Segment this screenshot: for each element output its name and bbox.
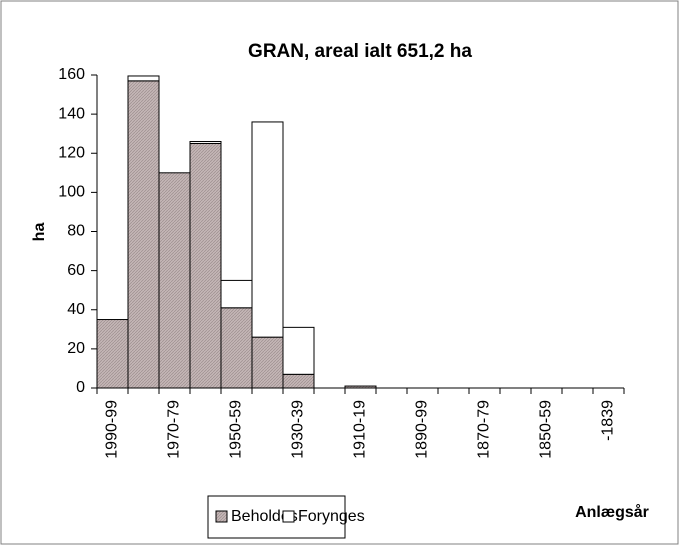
bar-segment xyxy=(96,319,129,389)
bar-segment xyxy=(282,326,315,375)
x-tick-label: 1890-99 xyxy=(414,400,431,459)
y-tick-label: 140 xyxy=(58,105,85,122)
y-tick-label: 100 xyxy=(58,184,85,201)
y-tick-label: 160 xyxy=(58,66,85,83)
legend-swatch xyxy=(282,510,295,523)
x-tick-label: -1839 xyxy=(600,400,617,441)
x-tick-label: 1950-59 xyxy=(228,400,245,459)
bar-segment xyxy=(220,307,253,389)
x-tick-label: 1870-79 xyxy=(476,400,493,459)
legend-box xyxy=(207,495,346,539)
legend-swatch xyxy=(215,510,228,523)
x-tick-label: 1970-79 xyxy=(166,400,183,459)
chart-title: GRAN, areal ialt 651,2 ha xyxy=(248,41,472,62)
x-axis-label: Anlægsår xyxy=(575,503,649,521)
y-tick-label: 40 xyxy=(67,301,85,318)
bar-segment xyxy=(220,279,253,309)
bar-segment xyxy=(189,142,222,389)
y-tick-label: 80 xyxy=(67,223,85,240)
bar-segment xyxy=(127,75,160,82)
x-tick-label: 1930-39 xyxy=(290,400,307,459)
x-tick-label: 1850-59 xyxy=(538,400,555,459)
legend-label: Beholdes xyxy=(231,508,298,525)
bar-segment xyxy=(282,373,315,389)
y-tick-label: 20 xyxy=(67,340,85,357)
bar-segment xyxy=(158,172,191,389)
y-tick-label: 0 xyxy=(76,379,85,396)
y-tick-label: 120 xyxy=(58,144,85,161)
bar-segment xyxy=(251,121,284,338)
y-axis-label: ha xyxy=(31,223,48,242)
bar-segment xyxy=(189,141,222,144)
bar-segment xyxy=(251,336,284,389)
x-tick-label: 1910-19 xyxy=(352,400,369,459)
bar-segment xyxy=(127,80,160,389)
legend-label: Forynges xyxy=(298,508,365,525)
y-tick-label: 60 xyxy=(67,262,85,279)
x-tick-label: 1990-99 xyxy=(104,400,121,459)
